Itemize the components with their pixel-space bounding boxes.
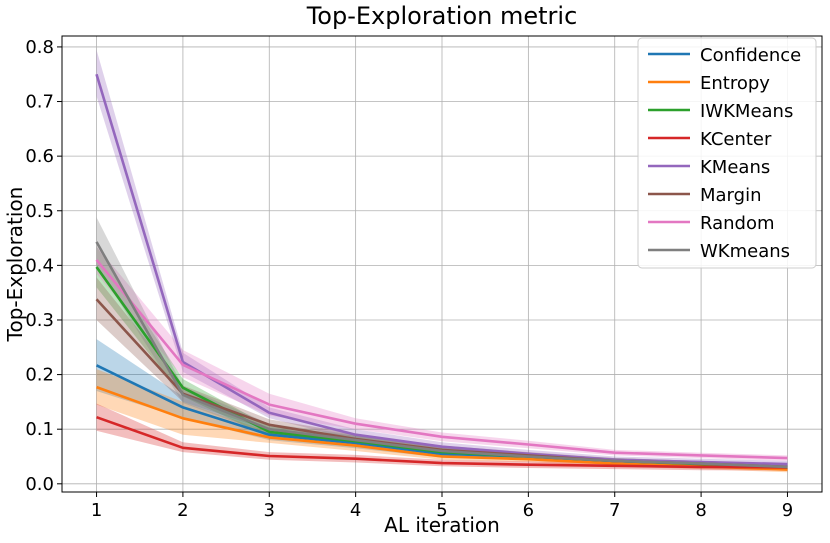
axis-ticks: 1 2 3 4 5 6 7 8 9 0.0 0.1 0.2 0.3 0.4 0.5 0.6 0.7 0.8: [25, 37, 793, 521]
y-tick-label: 0.8: [25, 37, 54, 58]
y-tick-label: 0.3: [25, 310, 54, 331]
legend-label-iwkmeans: IWKMeans: [700, 101, 793, 122]
band-entropy: [96, 369, 788, 473]
band-margin: [96, 277, 788, 470]
legend-box: [637, 37, 817, 269]
legend-label-kcenter: KCenter: [700, 129, 772, 150]
legend-label-entropy: Entropy: [700, 73, 770, 94]
x-tick-label: 6: [523, 500, 534, 521]
band-random: [96, 246, 788, 461]
x-tick-label: 8: [695, 500, 706, 521]
y-tick-label: 0.5: [25, 201, 54, 222]
y-axis-label: Top-Exploration: [3, 187, 27, 343]
line-kcenter: [96, 415, 788, 469]
x-tick-label: 1: [91, 500, 102, 521]
legend-label-margin: Margin: [700, 185, 761, 206]
series-lines: [95, 73, 788, 471]
x-axis-label: AL iteration: [384, 513, 500, 537]
x-tick-label: 7: [609, 500, 620, 521]
y-tick-label: 0.6: [25, 146, 54, 167]
y-tick-label: 0.1: [25, 419, 54, 440]
chart-title: Top-Exploration metric: [306, 2, 578, 30]
legend: Confidence Entropy IWKMeans KCenter KMeans Ma…: [637, 37, 817, 269]
line-random: [95, 259, 788, 460]
y-tick-label: 0.2: [25, 365, 54, 386]
x-tick-label: 4: [350, 500, 361, 521]
x-tick-label: 3: [264, 500, 275, 521]
legend-label-random: Random: [700, 213, 775, 234]
x-tick-label: 2: [177, 500, 188, 521]
legend-label-wkmeans: WKmeans: [700, 241, 790, 262]
line-wkmeans: [95, 241, 788, 469]
x-tick-label: 9: [782, 500, 793, 521]
band-kcenter: [96, 403, 788, 471]
y-tick-label: 0.7: [25, 92, 54, 113]
legend-label-kmeans: KMeans: [700, 157, 770, 178]
y-tick-label: 0.4: [25, 255, 54, 276]
legend-label-confidence: Confidence: [700, 45, 801, 66]
y-tick-label: 0.0: [25, 474, 54, 495]
x-tick-label: 5: [436, 500, 447, 521]
